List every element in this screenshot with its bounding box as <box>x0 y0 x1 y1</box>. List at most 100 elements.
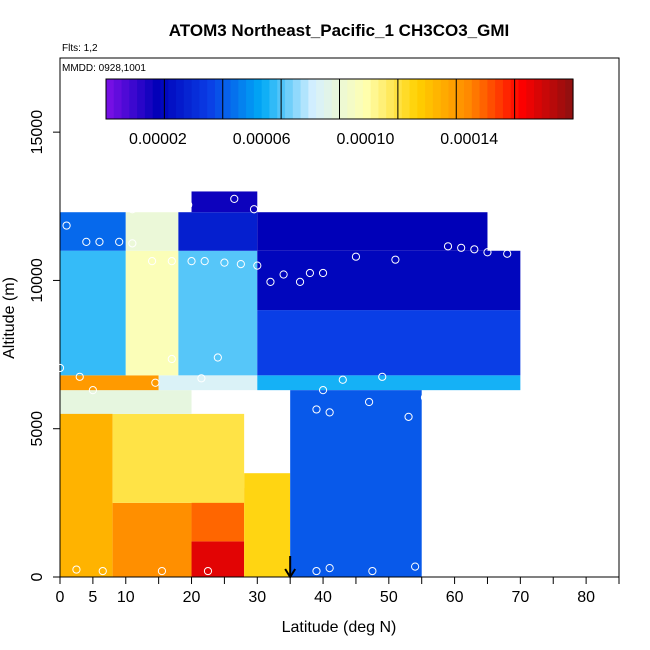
y-axis-label: Altitude (m) <box>1 277 18 359</box>
colorbar-segment <box>113 79 123 119</box>
heatmap-cell <box>178 250 258 376</box>
y-tick-label: 10000 <box>29 258 46 303</box>
colorbar-segment <box>526 79 535 119</box>
colorbar-segment <box>502 79 512 119</box>
x-tick-label: 10 <box>117 589 135 606</box>
observation-point <box>391 255 400 264</box>
colorbar-segment <box>417 79 426 119</box>
heatmap-cell <box>125 250 179 376</box>
flights-label: Flts: 1,2 <box>62 43 98 54</box>
observation-point <box>249 205 259 214</box>
colorbar-segment <box>308 79 317 119</box>
heatmap-cell <box>257 375 521 391</box>
heatmap-cell <box>60 399 113 577</box>
heatmap-cell <box>112 502 192 577</box>
colorbar-segment <box>191 79 200 119</box>
observation-point <box>187 257 196 266</box>
colorbar-segment <box>370 79 380 119</box>
observation-point <box>82 237 91 246</box>
heatmap-field <box>60 191 521 577</box>
observation-point <box>411 562 420 571</box>
colorbar-segment <box>339 79 348 119</box>
colorbar-segment <box>378 79 387 119</box>
heatmap-cell <box>112 413 245 503</box>
colorbar-segment <box>331 79 341 119</box>
colorbar-segment <box>152 79 162 119</box>
observation-point <box>522 390 532 399</box>
heatmap-cell <box>178 212 258 251</box>
heatmap-cell <box>191 541 245 577</box>
colorbar-segment <box>401 79 411 119</box>
colorbar-segment <box>432 79 442 119</box>
observation-point <box>483 248 492 257</box>
colorbar-segment <box>518 79 527 119</box>
colorbar-segment <box>106 79 115 119</box>
observation-markers <box>55 194 532 579</box>
observation-point <box>197 374 206 383</box>
colorbar-segment <box>300 79 309 119</box>
observation-point <box>420 393 430 402</box>
heatmap-cell <box>60 390 192 414</box>
colorbar-segment <box>448 79 457 119</box>
colorbar-segment <box>362 79 372 119</box>
colorbar-segment <box>121 79 130 119</box>
colorbar-tick-label: 0.00010 <box>337 131 395 148</box>
colorbar-segment <box>261 79 271 119</box>
observation-point <box>151 378 160 387</box>
colorbar-segment <box>355 79 364 119</box>
colorbar-segment <box>269 79 278 119</box>
observation-point <box>266 277 275 287</box>
observation-point <box>470 245 479 254</box>
observation-point <box>167 257 176 266</box>
observation-point <box>55 363 65 373</box>
heatmap-cell <box>60 375 159 391</box>
colorbar-tick-label: 0.00014 <box>440 131 498 148</box>
observation-point <box>378 372 387 381</box>
x-tick-label: 30 <box>248 589 266 606</box>
observation-point <box>62 221 71 230</box>
y-tick-label: 15000 <box>29 110 46 155</box>
observation-point <box>98 566 107 576</box>
observation-point <box>338 375 347 384</box>
colorbar-segment <box>137 79 146 119</box>
observation-point <box>213 353 222 362</box>
heatmap-cell <box>60 250 126 376</box>
colorbar-segment <box>464 79 473 119</box>
colorbar-segment <box>292 79 302 119</box>
colorbar-segment <box>176 79 185 119</box>
x-tick-label: 80 <box>577 589 595 606</box>
heatmap-cell <box>158 375 258 391</box>
colorbar-segment <box>347 79 356 119</box>
colorbar-segment <box>487 79 496 119</box>
heatmap-cell <box>125 212 179 251</box>
colorbar-segment <box>549 79 559 119</box>
observation-point <box>364 397 374 407</box>
colorbar-segment <box>440 79 450 119</box>
observation-point <box>115 237 124 246</box>
observation-point <box>295 277 305 287</box>
observation-point <box>200 257 209 266</box>
heatmap-cell <box>290 390 422 577</box>
colorbar-segment <box>214 79 224 119</box>
colorbar-segment <box>425 79 434 119</box>
observation-point <box>220 258 229 267</box>
x-tick-label: 0 <box>56 589 65 606</box>
heatmap-cell <box>244 473 291 577</box>
observation-point <box>325 408 334 417</box>
y-tick-label: 5000 <box>29 411 46 447</box>
colorbar-segment <box>534 79 543 119</box>
colorbar-segment <box>495 79 504 119</box>
observation-point <box>312 566 321 576</box>
colorbar-segment <box>285 79 294 119</box>
colorbar-segment <box>471 79 481 119</box>
colorbar-segment <box>386 79 395 119</box>
observation-point <box>72 565 81 574</box>
observation-point <box>368 566 377 576</box>
observation-point <box>147 257 157 266</box>
colorbar-segment <box>253 79 263 119</box>
x-tick-label: 20 <box>183 589 201 606</box>
observation-point <box>443 242 453 251</box>
colorbar-segment <box>238 79 247 119</box>
dates-label: MMDD: 0928,1001 <box>62 63 146 74</box>
